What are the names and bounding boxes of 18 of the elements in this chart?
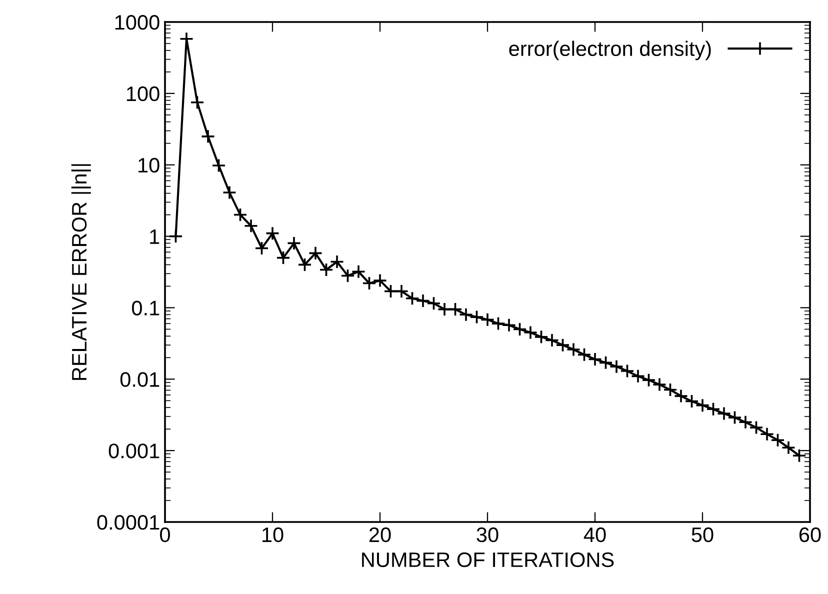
x-tick-label: 0 xyxy=(160,527,170,542)
y-tick-label: 0.001 xyxy=(108,444,160,458)
y-tick-label: 1000 xyxy=(115,15,160,30)
legend-label: error(electron density) xyxy=(509,40,711,60)
y-tick-label: 0.01 xyxy=(120,372,160,387)
x-tick-label: 40 xyxy=(584,527,606,542)
y-tick-label: 10 xyxy=(138,158,160,173)
y-tick-label: 1 xyxy=(150,230,160,244)
x-tick-label: 30 xyxy=(476,527,498,542)
x-tick-label: 50 xyxy=(692,527,714,542)
y-tick-label: 0.1 xyxy=(132,300,160,316)
x-axis-title: NUMBER OF ITERATIONS xyxy=(362,552,614,568)
x-tick-label: 10 xyxy=(262,527,284,542)
y-tick-label: 0.0001 xyxy=(97,515,160,530)
y-axis-title: RELATIVE ERROR ||n|| xyxy=(71,164,91,380)
y-tick-label: 100 xyxy=(126,86,160,102)
x-tick-label: 20 xyxy=(369,527,391,542)
x-tick-label: 60 xyxy=(799,527,821,542)
